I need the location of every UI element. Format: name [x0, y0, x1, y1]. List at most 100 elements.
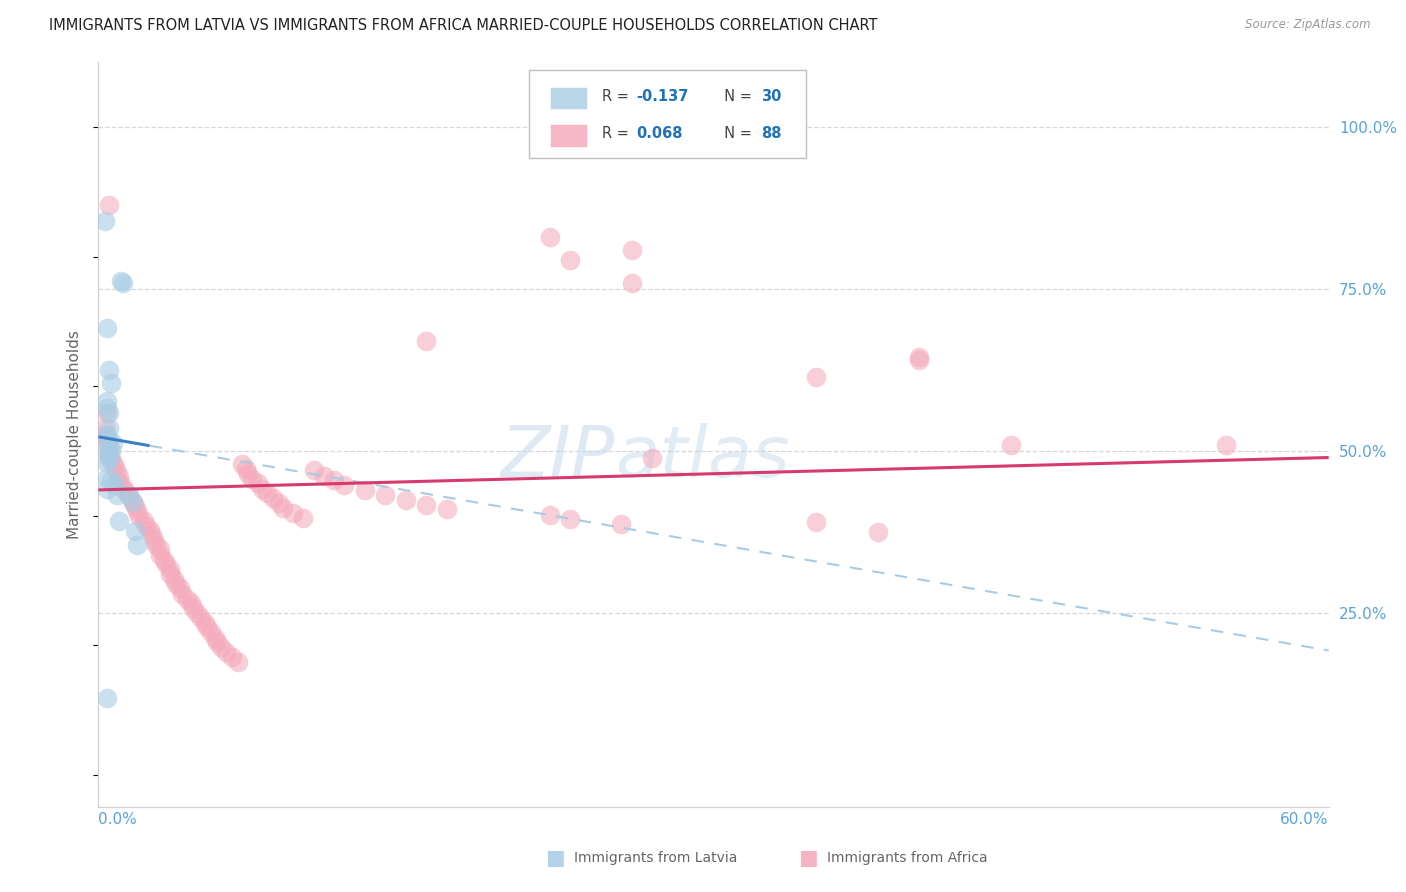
Point: [159, 562, 181, 576]
Point: [124, 499, 146, 513]
Point: [96, 471, 118, 485]
Point: [221, 650, 243, 665]
Point: [132, 514, 155, 528]
Point: [97, 198, 120, 212]
Point: [118, 489, 141, 503]
FancyBboxPatch shape: [550, 124, 586, 146]
Point: [93, 421, 115, 435]
Point: [145, 538, 167, 552]
Text: IMMIGRANTS FROM LATVIA VS IMMIGRANTS FROM AFRICA MARRIED-COUPLE HOUSEHOLDS CORRE: IMMIGRANTS FROM LATVIA VS IMMIGRANTS FRO…: [49, 18, 877, 33]
FancyBboxPatch shape: [550, 87, 586, 110]
Point: [176, 591, 198, 606]
Point: [105, 465, 128, 479]
Text: ■: ■: [546, 848, 565, 868]
Point: [112, 276, 135, 290]
Point: [1215, 437, 1237, 451]
Point: [108, 475, 131, 490]
Point: [96, 407, 118, 421]
Point: [195, 620, 218, 634]
Point: [124, 524, 146, 539]
Point: [122, 494, 145, 508]
Point: [163, 572, 186, 586]
Text: Immigrants from Latvia: Immigrants from Latvia: [574, 851, 737, 865]
Point: [374, 488, 396, 502]
Point: [620, 276, 643, 290]
Point: [283, 506, 305, 520]
Point: [96, 445, 118, 459]
Point: [96, 433, 118, 447]
Point: [97, 421, 120, 435]
Point: [804, 369, 827, 384]
Point: [169, 582, 191, 596]
Point: [104, 459, 127, 474]
Point: [415, 498, 437, 512]
Point: [538, 230, 561, 244]
Point: [97, 440, 120, 454]
Point: [204, 631, 226, 645]
Point: [118, 488, 141, 502]
Point: [252, 482, 274, 496]
Point: [271, 501, 294, 516]
Point: [354, 483, 377, 497]
Point: [194, 615, 217, 630]
Point: [907, 353, 929, 368]
Point: [141, 528, 163, 542]
Point: [97, 449, 120, 463]
Point: [207, 635, 229, 649]
Point: [200, 625, 222, 640]
Point: [149, 548, 172, 562]
Point: [96, 321, 118, 335]
FancyBboxPatch shape: [529, 70, 806, 158]
Point: [312, 468, 335, 483]
Text: 30: 30: [762, 89, 782, 104]
Text: ZIP: ZIP: [501, 423, 616, 491]
Point: [112, 480, 135, 494]
Point: [104, 478, 127, 492]
Point: [138, 523, 160, 537]
Point: [101, 436, 124, 450]
Point: [96, 393, 118, 408]
Text: 88: 88: [762, 127, 782, 142]
Point: [415, 334, 437, 348]
Text: N =: N =: [714, 89, 756, 104]
Point: [96, 482, 118, 496]
Point: [1000, 437, 1022, 451]
Point: [558, 512, 581, 526]
Point: [155, 558, 177, 572]
Point: [262, 491, 284, 506]
Point: [101, 456, 124, 470]
Point: [97, 451, 120, 466]
Point: [302, 463, 325, 477]
Text: R =: R =: [602, 89, 633, 104]
Point: [538, 508, 561, 522]
Point: [97, 440, 120, 454]
Point: [100, 376, 122, 390]
Text: 0.068: 0.068: [636, 127, 682, 142]
Point: [100, 473, 122, 487]
Point: [181, 600, 204, 615]
Point: [267, 496, 290, 510]
Text: atlas: atlas: [616, 423, 790, 491]
Point: [247, 476, 270, 491]
Point: [96, 691, 118, 706]
Point: [114, 484, 136, 499]
Point: [108, 470, 131, 484]
Point: [97, 363, 120, 377]
Point: [235, 462, 257, 476]
Point: [128, 508, 150, 523]
Point: [641, 450, 664, 465]
Point: [226, 655, 249, 669]
Point: [100, 442, 122, 457]
Point: [110, 274, 132, 288]
Text: Immigrants from Africa: Immigrants from Africa: [827, 851, 987, 865]
Point: [159, 567, 181, 582]
Point: [231, 457, 253, 471]
Point: [165, 577, 187, 591]
Point: [190, 611, 212, 625]
Point: [256, 486, 278, 500]
Point: [127, 538, 149, 552]
Point: [100, 450, 122, 465]
Point: [97, 407, 120, 421]
Y-axis label: Married-couple Households: Married-couple Households: [67, 330, 83, 540]
Point: [907, 350, 929, 364]
